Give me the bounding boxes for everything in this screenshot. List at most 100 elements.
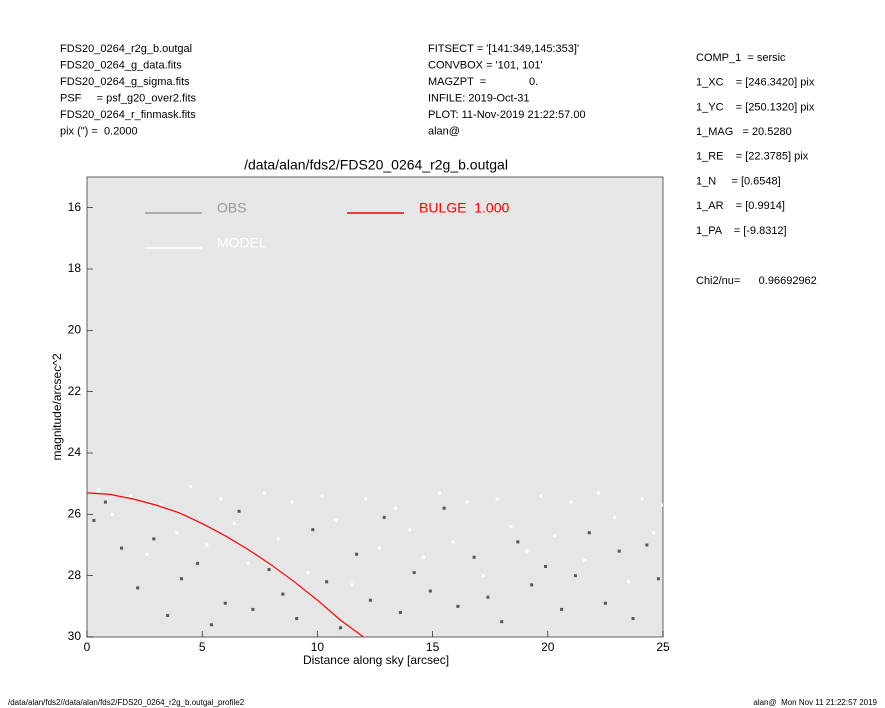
legend-label: OBS: [217, 200, 247, 216]
data-point: [338, 626, 342, 630]
header-right-line: 1_N = [0.6548]: [696, 175, 781, 187]
data-point: [525, 549, 529, 553]
footer-right: alan@ Mon Nov 11 21:22:57 2019: [753, 698, 877, 707]
data-point: [617, 549, 621, 553]
data-point: [516, 540, 520, 544]
data-point: [442, 506, 446, 510]
y-tick-label: 18: [68, 261, 82, 275]
data-point: [398, 610, 402, 614]
header-right-line: 1_RE = [22.3785] pix: [696, 151, 809, 163]
header-middle-line: alan@: [428, 125, 460, 137]
y-axis-label: magnitude/arcsec^2: [50, 353, 64, 460]
y-tick-label: 26: [68, 507, 82, 521]
data-point: [136, 586, 140, 590]
data-point: [456, 604, 460, 608]
data-point: [97, 488, 101, 492]
data-point: [166, 614, 170, 618]
data-point: [560, 607, 564, 611]
data-point: [281, 592, 285, 596]
x-tick-label: 10: [311, 640, 325, 654]
data-point: [209, 623, 213, 627]
y-tick-label: 20: [68, 323, 82, 337]
header-right-line: 1_MAG = 20.5280: [696, 126, 792, 138]
data-point: [509, 525, 513, 529]
data-point: [596, 491, 600, 495]
header-middle-line: INFILE: 2019-Oct-31: [428, 92, 530, 104]
data-point: [645, 543, 649, 547]
data-point: [267, 568, 271, 572]
y-tick-label: 22: [68, 384, 82, 398]
data-point: [232, 522, 236, 526]
x-tick-label: 5: [199, 640, 206, 654]
x-tick-label: 0: [84, 640, 91, 654]
data-point: [205, 543, 209, 547]
header-middle-line: CONVBOX = '101, 101': [428, 59, 543, 71]
data-point: [631, 617, 635, 621]
y-tick-label: 16: [68, 200, 82, 214]
header-middle-line: MAGZPT = 0.: [428, 76, 538, 88]
data-point: [320, 494, 324, 498]
data-point: [421, 555, 425, 559]
header-left-line: pix (") = 0.2000: [60, 125, 138, 137]
plot-area: [86, 176, 664, 638]
x-axis-label: Distance along sky [arcsec]: [303, 653, 449, 667]
data-point: [539, 494, 543, 498]
data-point: [438, 491, 442, 495]
data-point: [486, 595, 490, 599]
data-point: [661, 503, 663, 507]
data-point: [530, 583, 534, 587]
data-point: [613, 515, 617, 519]
chi2: Chi2/nu= 0.96692962: [696, 275, 817, 287]
data-point: [311, 528, 315, 532]
y-tick-label: 28: [68, 568, 82, 582]
data-point: [656, 577, 660, 581]
data-point: [640, 497, 644, 501]
data-point: [295, 617, 299, 621]
model-curve: [87, 492, 364, 637]
plot-marks: [87, 485, 663, 637]
footer-left: /data/alan/fds2//data/alan/fds2/FDS20_02…: [8, 698, 245, 707]
data-point: [175, 531, 179, 535]
data-point: [334, 518, 338, 522]
data-point: [325, 580, 329, 584]
data-point: [219, 497, 223, 501]
data-point: [196, 561, 200, 565]
legend-label: MODEL: [217, 235, 267, 251]
data-point: [237, 509, 241, 513]
data-point: [451, 540, 455, 544]
x-tick-label: 25: [656, 640, 670, 654]
header-left-line: PSF = psf_g20_over2.fits: [60, 92, 197, 104]
data-point: [481, 574, 485, 578]
data-point: [350, 583, 354, 587]
chart-title: /data/alan/fds2/FDS20_0264_r2g_b.outgal: [244, 157, 508, 173]
data-point: [129, 494, 133, 498]
data-point: [159, 503, 163, 507]
data-point: [103, 500, 107, 504]
data-point: [189, 485, 193, 489]
data-point: [110, 512, 114, 516]
data-point: [428, 589, 432, 593]
data-point: [394, 506, 398, 510]
header-left-line: FDS20_0264_r2g_b.outgal: [60, 43, 192, 55]
data-point: [378, 546, 382, 550]
data-point: [364, 497, 368, 501]
header-middle-line: PLOT: 11-Nov-2019 21:22:57.00: [428, 109, 586, 121]
data-point: [262, 491, 266, 495]
data-point: [412, 571, 416, 575]
data-point: [603, 601, 607, 605]
header-left-line: FDS20_0264_g_data.fits: [60, 59, 182, 71]
data-point: [587, 531, 591, 535]
data-point: [626, 580, 630, 584]
data-point: [290, 500, 294, 504]
header-left-line: FDS20_0264_r_finmask.fits: [60, 109, 196, 121]
header-left-line: FDS20_0264_g_sigma.fits: [60, 76, 190, 88]
header-right-line: 1_PA = [-9.8312]: [696, 225, 787, 237]
header-right-line: 1_AR = [0.9914]: [696, 200, 785, 212]
data-point: [543, 564, 547, 568]
data-point: [179, 577, 183, 581]
data-point: [246, 561, 250, 565]
data-point: [251, 607, 255, 611]
data-point: [465, 500, 469, 504]
data-point: [573, 574, 577, 578]
